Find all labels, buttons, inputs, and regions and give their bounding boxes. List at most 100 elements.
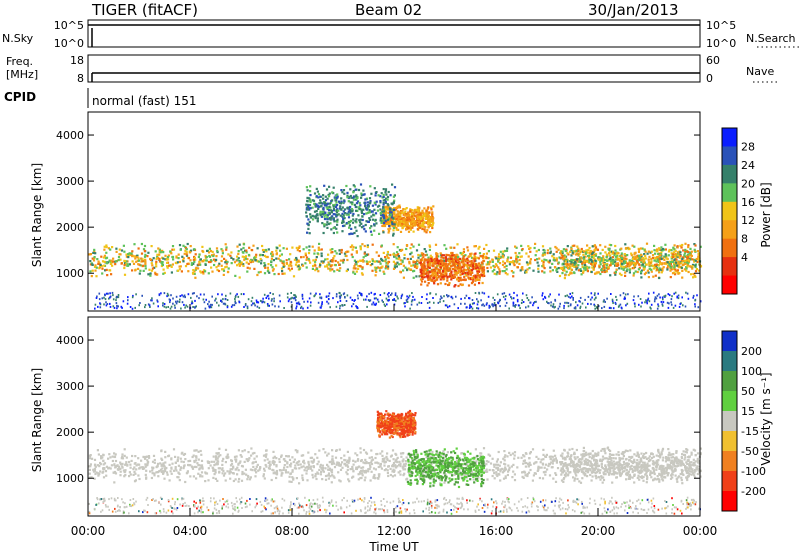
- data-cell: [232, 472, 235, 475]
- data-cell: [389, 194, 392, 197]
- noise-cell: [368, 300, 371, 302]
- data-cell: [390, 211, 393, 214]
- noise-cell: [279, 300, 281, 303]
- data-cell: [551, 269, 554, 272]
- data-cell: [560, 256, 563, 259]
- data-cell: [167, 254, 170, 257]
- data-cell: [417, 217, 420, 220]
- noise-cell: [604, 300, 606, 303]
- noise-cell: [297, 302, 299, 305]
- noise-cell: [513, 291, 515, 294]
- data-cell: [193, 465, 196, 468]
- data-cell: [425, 209, 428, 212]
- noise-cell: [522, 292, 524, 295]
- data-cell: [521, 248, 524, 251]
- data-cell: [394, 206, 397, 210]
- data-cell: [345, 254, 348, 258]
- data-cell: [411, 213, 414, 216]
- data-cell: [429, 274, 432, 278]
- noise-cell: [661, 303, 664, 306]
- data-cell: [424, 217, 427, 220]
- noise-cell: [151, 299, 153, 302]
- noise-cell: [273, 300, 275, 303]
- data-cell: [651, 264, 655, 267]
- noise-cell: [575, 301, 577, 304]
- data-cell: [297, 264, 300, 267]
- data-cell: [687, 246, 690, 249]
- data-cell: [624, 243, 627, 246]
- data-cell: [387, 228, 390, 231]
- data-cell: [242, 243, 246, 246]
- data-cell: [208, 255, 212, 258]
- data-cell: [375, 270, 378, 273]
- data-cell: [566, 467, 569, 470]
- noise-cell: [167, 294, 170, 297]
- data-cell: [568, 266, 571, 269]
- data-cell: [262, 249, 265, 252]
- data-cell: [494, 256, 497, 259]
- data-cell: [588, 246, 591, 250]
- data-cell: [324, 212, 327, 215]
- data-cell: [300, 256, 303, 259]
- data-cell: [332, 217, 335, 220]
- data-cell: [388, 225, 391, 228]
- data-cell: [669, 260, 672, 264]
- data-cell: [390, 216, 393, 219]
- noise-cell: [103, 296, 105, 299]
- data-cell: [365, 212, 368, 215]
- data-cell: [353, 185, 356, 188]
- data-cell: [643, 265, 646, 268]
- data-cell: [338, 207, 341, 210]
- data-cell: [315, 256, 318, 259]
- data-cell: [641, 476, 644, 480]
- data-cell: [639, 270, 643, 274]
- data-cell: [492, 249, 496, 252]
- noise-cell: [297, 302, 300, 305]
- data-cell: [319, 264, 322, 267]
- data-cell: [309, 199, 312, 202]
- data-cell: [580, 256, 583, 259]
- data-cell: [447, 259, 450, 262]
- data-cell: [434, 273, 437, 276]
- data-cell: [537, 248, 540, 252]
- data-cell: [415, 211, 418, 214]
- data-cell: [199, 258, 202, 261]
- data-cell: [359, 183, 363, 186]
- data-cell: [434, 261, 438, 264]
- data-cell: [412, 264, 415, 267]
- data-cell: [402, 264, 405, 267]
- nsky-frame: [87, 19, 701, 48]
- data-cell: [458, 270, 461, 273]
- data-cell: [406, 216, 409, 219]
- data-cell: [457, 266, 460, 269]
- data-cell: [251, 260, 255, 263]
- data-cell: [501, 471, 505, 474]
- data-cell: [388, 206, 391, 209]
- data-cell: [306, 208, 309, 211]
- noise-cell: [170, 294, 172, 297]
- data-cell: [241, 473, 244, 476]
- data-cell: [636, 270, 639, 274]
- data-cell: [474, 245, 477, 248]
- data-cell: [428, 224, 431, 227]
- data-cell: [449, 472, 452, 475]
- data-cell: [147, 455, 151, 458]
- noise-cell: [314, 294, 316, 297]
- data-cell: [376, 205, 380, 208]
- data-cell: [331, 199, 334, 202]
- data-cell: [207, 251, 211, 254]
- data-cell: [185, 254, 189, 257]
- data-cell: [412, 222, 416, 225]
- data-cell: [611, 256, 615, 259]
- data-cell: [299, 463, 302, 466]
- data-cell: [561, 256, 564, 259]
- noise-cell: [267, 304, 269, 307]
- data-cell: [264, 264, 267, 267]
- data-cell: [666, 267, 669, 270]
- data-cell: [338, 263, 341, 266]
- data-cell: [612, 457, 615, 460]
- data-cell: [383, 272, 386, 275]
- noise-cell: [373, 297, 376, 300]
- data-cell: [415, 266, 418, 270]
